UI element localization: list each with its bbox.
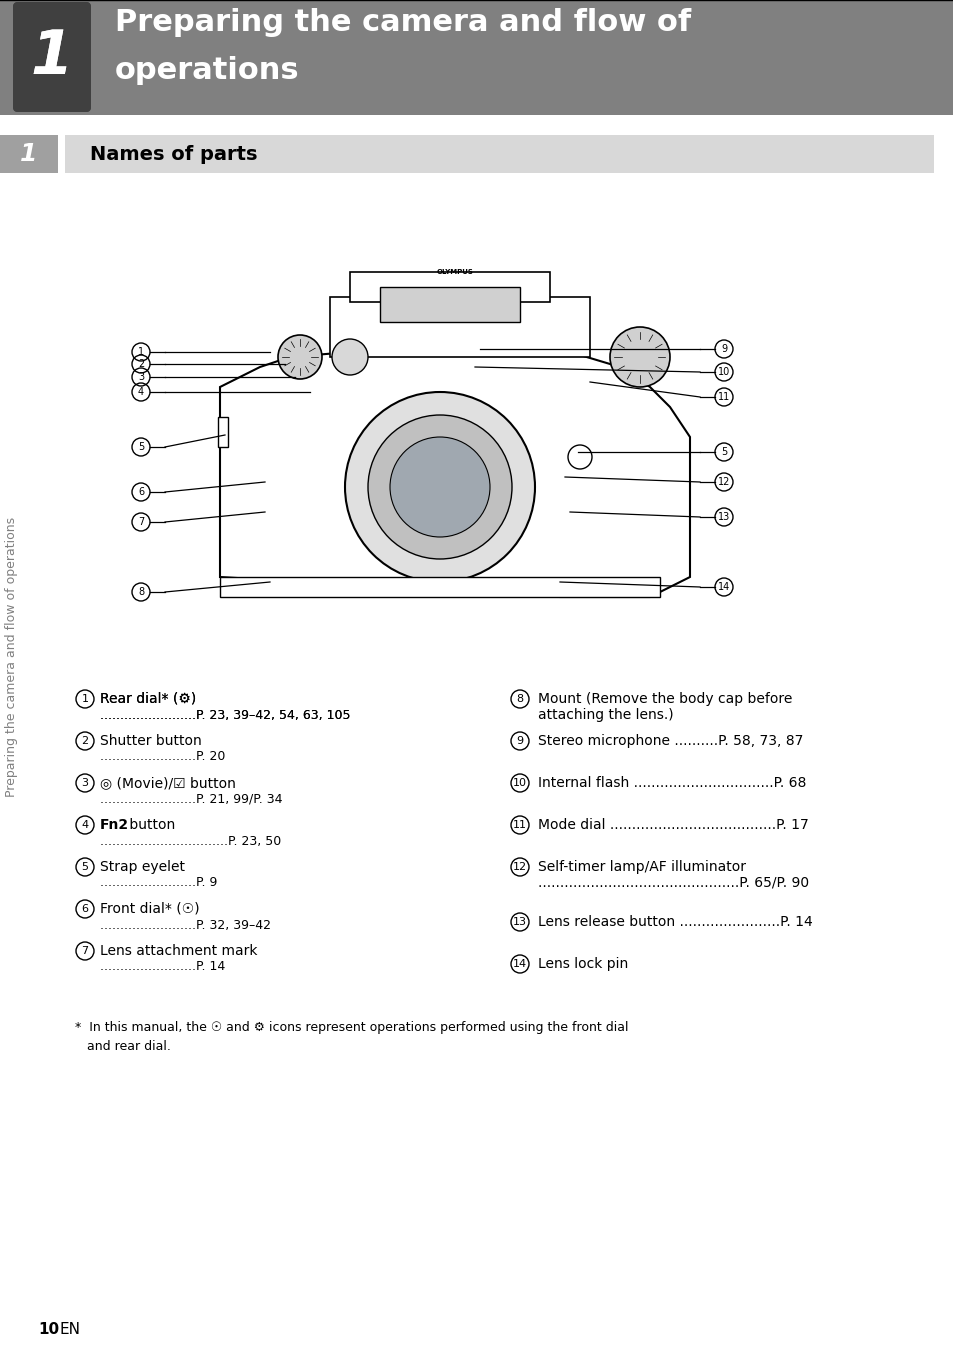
Text: 5: 5: [720, 446, 726, 457]
Text: 9: 9: [720, 345, 726, 354]
Text: ........................P. 23, 39–42, 54, 63, 105: ........................P. 23, 39–42, 54…: [100, 708, 350, 722]
Text: 12: 12: [717, 478, 729, 487]
Text: ........................P. 21, 99/P. 34: ........................P. 21, 99/P. 34: [100, 792, 282, 806]
Text: ........................P. 23, 39–42, 54, 63, 105: ........................P. 23, 39–42, 54…: [100, 708, 350, 722]
Text: attaching the lens.): attaching the lens.): [537, 708, 673, 722]
Text: 14: 14: [717, 582, 729, 592]
Text: 8: 8: [138, 588, 144, 597]
Text: ........................P. 32, 39–42: ........................P. 32, 39–42: [100, 919, 271, 931]
Text: 1: 1: [30, 27, 73, 87]
Text: 7: 7: [138, 517, 144, 527]
Text: 11: 11: [717, 392, 729, 402]
Text: *  In this manual, the ☉ and ⚙ icons represent operations performed using the fr: * In this manual, the ☉ and ⚙ icons repr…: [75, 1020, 628, 1053]
Text: Mode dial ......................................P. 17: Mode dial ..............................…: [537, 818, 808, 832]
Text: 4: 4: [138, 387, 144, 398]
Bar: [350, 271, 550, 303]
Text: Preparing the camera and flow of: Preparing the camera and flow of: [115, 8, 690, 37]
Text: 10: 10: [717, 366, 729, 377]
Circle shape: [368, 415, 512, 559]
Text: ........................P. 9: ........................P. 9: [100, 877, 217, 889]
Text: EN: EN: [60, 1322, 81, 1337]
Text: Preparing the camera and flow of operations: Preparing the camera and flow of operati…: [6, 517, 18, 797]
Text: ..............................................P. 65/P. 90: ........................................…: [537, 875, 808, 889]
Circle shape: [567, 445, 592, 470]
Text: Rear dial* (⚙): Rear dial* (⚙): [100, 692, 196, 706]
Text: 4: 4: [81, 820, 89, 830]
Polygon shape: [220, 347, 689, 597]
Bar: [220, 577, 659, 597]
Circle shape: [390, 437, 490, 537]
Bar: [379, 286, 519, 322]
Text: operations: operations: [115, 56, 299, 85]
Text: 1: 1: [81, 693, 89, 704]
Text: Fn2: Fn2: [100, 818, 129, 832]
Text: button: button: [125, 818, 175, 832]
Text: 3: 3: [138, 372, 144, 383]
Text: Stereo microphone ..........P. 58, 73, 87: Stereo microphone ..........P. 58, 73, 8…: [537, 734, 802, 748]
Text: ........................P. 20: ........................P. 20: [100, 750, 225, 764]
Circle shape: [332, 339, 368, 375]
Text: 10: 10: [38, 1322, 59, 1337]
Text: 12: 12: [513, 862, 526, 873]
Text: 6: 6: [81, 904, 89, 915]
Text: Lens lock pin: Lens lock pin: [537, 957, 628, 972]
Text: Shutter button: Shutter button: [100, 734, 201, 748]
Text: 10: 10: [513, 778, 526, 788]
Bar: [218, 417, 228, 446]
Text: ◎ (Movie)/☑ button: ◎ (Movie)/☑ button: [100, 776, 235, 790]
Text: 7: 7: [81, 946, 89, 955]
Text: Strap eyelet: Strap eyelet: [100, 860, 185, 874]
Bar: [65, 134, 933, 172]
Text: 6: 6: [138, 487, 144, 497]
Text: Lens release button .......................P. 14: Lens release button ....................…: [537, 915, 812, 930]
FancyBboxPatch shape: [13, 1, 91, 113]
Text: ........................P. 14: ........................P. 14: [100, 961, 225, 973]
Text: Rear dial* (⚙): Rear dial* (⚙): [100, 692, 196, 706]
Bar: [0, 0, 953, 115]
Text: 2: 2: [81, 735, 89, 746]
Text: 14: 14: [513, 959, 526, 969]
Text: Internal flash ................................P. 68: Internal flash .........................…: [537, 776, 805, 790]
Circle shape: [277, 335, 322, 379]
Circle shape: [609, 327, 669, 387]
Text: OLYMPUS: OLYMPUS: [436, 269, 473, 275]
Text: 5: 5: [81, 862, 89, 873]
Text: 2: 2: [138, 360, 144, 369]
Text: 11: 11: [513, 820, 526, 830]
Text: Lens attachment mark: Lens attachment mark: [100, 944, 257, 958]
Text: 1: 1: [30, 27, 73, 87]
Text: 13: 13: [513, 917, 526, 927]
Circle shape: [345, 392, 535, 582]
Bar: [330, 297, 589, 357]
Text: Self-timer lamp/AF illuminator: Self-timer lamp/AF illuminator: [537, 860, 745, 874]
FancyBboxPatch shape: [13, 1, 91, 113]
Text: ................................P. 23, 50: ................................P. 23, 5…: [100, 835, 281, 848]
Text: 1: 1: [138, 347, 144, 357]
Text: 9: 9: [516, 735, 523, 746]
Text: 3: 3: [81, 778, 89, 788]
FancyBboxPatch shape: [95, 0, 953, 115]
Text: 1: 1: [20, 142, 38, 166]
Text: 8: 8: [516, 693, 523, 704]
Text: 13: 13: [717, 512, 729, 522]
Text: Mount (Remove the body cap before: Mount (Remove the body cap before: [537, 692, 792, 706]
Text: Front dial* (☉): Front dial* (☉): [100, 902, 199, 916]
Bar: [0, 134, 58, 172]
Text: Names of parts: Names of parts: [90, 144, 257, 163]
Text: 5: 5: [138, 442, 144, 452]
